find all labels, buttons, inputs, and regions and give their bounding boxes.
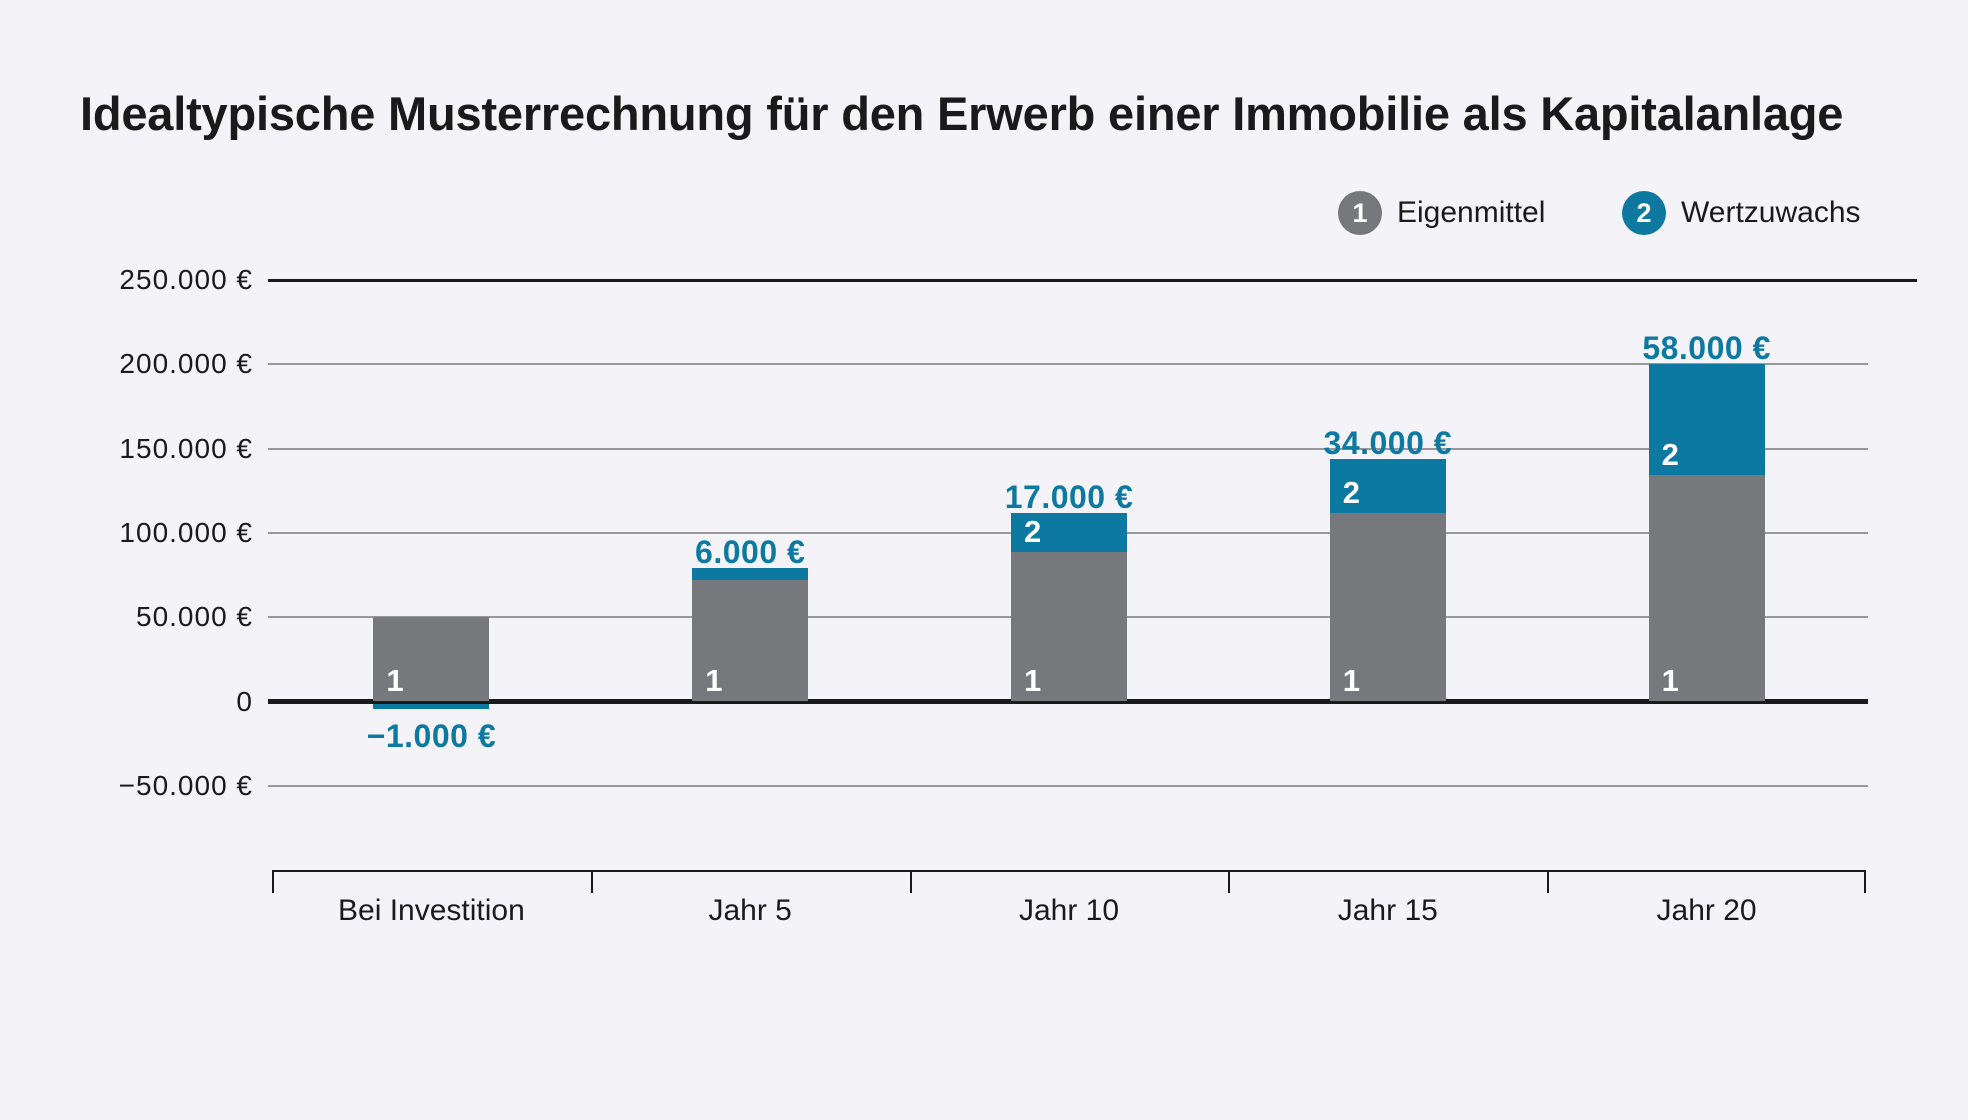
bar-segment-wertzuwachs-negative — [373, 704, 490, 709]
bar-segment-eigenmittel — [373, 617, 490, 702]
legend-marker-1-icon: 1 — [1338, 191, 1382, 235]
x-axis-tick — [1228, 871, 1231, 893]
grid-line-250000 — [268, 278, 1917, 282]
x-axis-line — [272, 870, 1866, 872]
y-tick-label: −50.000 € — [118, 769, 253, 801]
bar-value-label: 34.000 € — [1323, 425, 1453, 462]
bar-segment-wertzuwachs — [1648, 364, 1765, 475]
bar-marker-1: 1 — [386, 662, 404, 698]
grid-line--50000 — [268, 784, 1868, 787]
y-tick-label: 100.000 € — [119, 516, 253, 548]
bar-marker-2: 2 — [1024, 514, 1042, 550]
bar-segment-eigenmittel — [1329, 512, 1446, 702]
legend-item-eigenmittel: 1 Eigenmittel — [1338, 191, 1545, 235]
grid-line-150000 — [268, 447, 1868, 450]
bar-segment-wertzuwachs — [1329, 459, 1446, 513]
bar-value-label: 17.000 € — [1004, 479, 1134, 515]
x-axis-tick — [272, 871, 274, 893]
legend-marker-2-icon: 2 — [1622, 191, 1666, 235]
bar-segment-eigenmittel — [1011, 552, 1127, 702]
bar-segment-wertzuwachs — [692, 567, 809, 581]
bar-marker-1: 1 — [1661, 662, 1679, 698]
legend-item-label: Wertzuwachs — [1681, 196, 1861, 229]
y-tick-label: 150.000 € — [119, 432, 253, 464]
x-axis-tick — [909, 871, 912, 893]
bar-marker-1: 1 — [705, 662, 723, 698]
bar-marker-1: 1 — [1024, 662, 1042, 698]
y-tick-label: 50.000 € — [136, 601, 253, 633]
legend-item-wertzuwachs: 2 Wertzuwachs — [1622, 191, 1861, 235]
x-axis-label: Jahr 20 — [1656, 894, 1757, 927]
x-axis-tick — [590, 871, 593, 893]
bar-value-label: 6.000 € — [695, 533, 806, 570]
legend-item-label: Eigenmittel — [1397, 196, 1546, 229]
bar-value-label: 58.000 € — [1642, 330, 1771, 367]
grid-line-0 — [268, 699, 1868, 704]
y-tick-label: 250.000 € — [119, 264, 253, 295]
x-axis-label: Jahr 15 — [1337, 894, 1438, 927]
bar-value-label: −1.000 € — [366, 717, 497, 754]
x-axis-tick — [1547, 871, 1550, 893]
x-axis-label: Jahr 10 — [1018, 894, 1120, 927]
bar-segment-eigenmittel — [692, 580, 809, 702]
y-tick-label: 0 — [236, 685, 253, 717]
grid-line-200000 — [268, 363, 1868, 366]
bar-marker-1: 1 — [1342, 662, 1361, 698]
bar-marker-2: 2 — [1661, 436, 1679, 472]
y-tick-label: 200.000 € — [119, 348, 253, 380]
chart-title: Idealtypische Musterrechnung für den Erw… — [80, 87, 1844, 140]
x-axis-label: Bei Investition — [338, 894, 525, 927]
x-axis-label: Jahr 5 — [708, 894, 792, 927]
bar-segment-eigenmittel — [1648, 474, 1765, 702]
bar-marker-2: 2 — [1342, 474, 1361, 510]
bar-segment-wertzuwachs — [1011, 513, 1127, 553]
x-axis-tick — [1864, 871, 1866, 893]
